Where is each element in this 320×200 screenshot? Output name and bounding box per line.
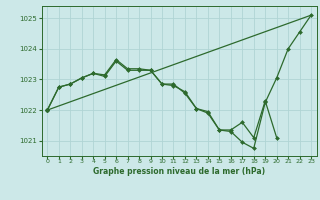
X-axis label: Graphe pression niveau de la mer (hPa): Graphe pression niveau de la mer (hPa) <box>93 167 265 176</box>
